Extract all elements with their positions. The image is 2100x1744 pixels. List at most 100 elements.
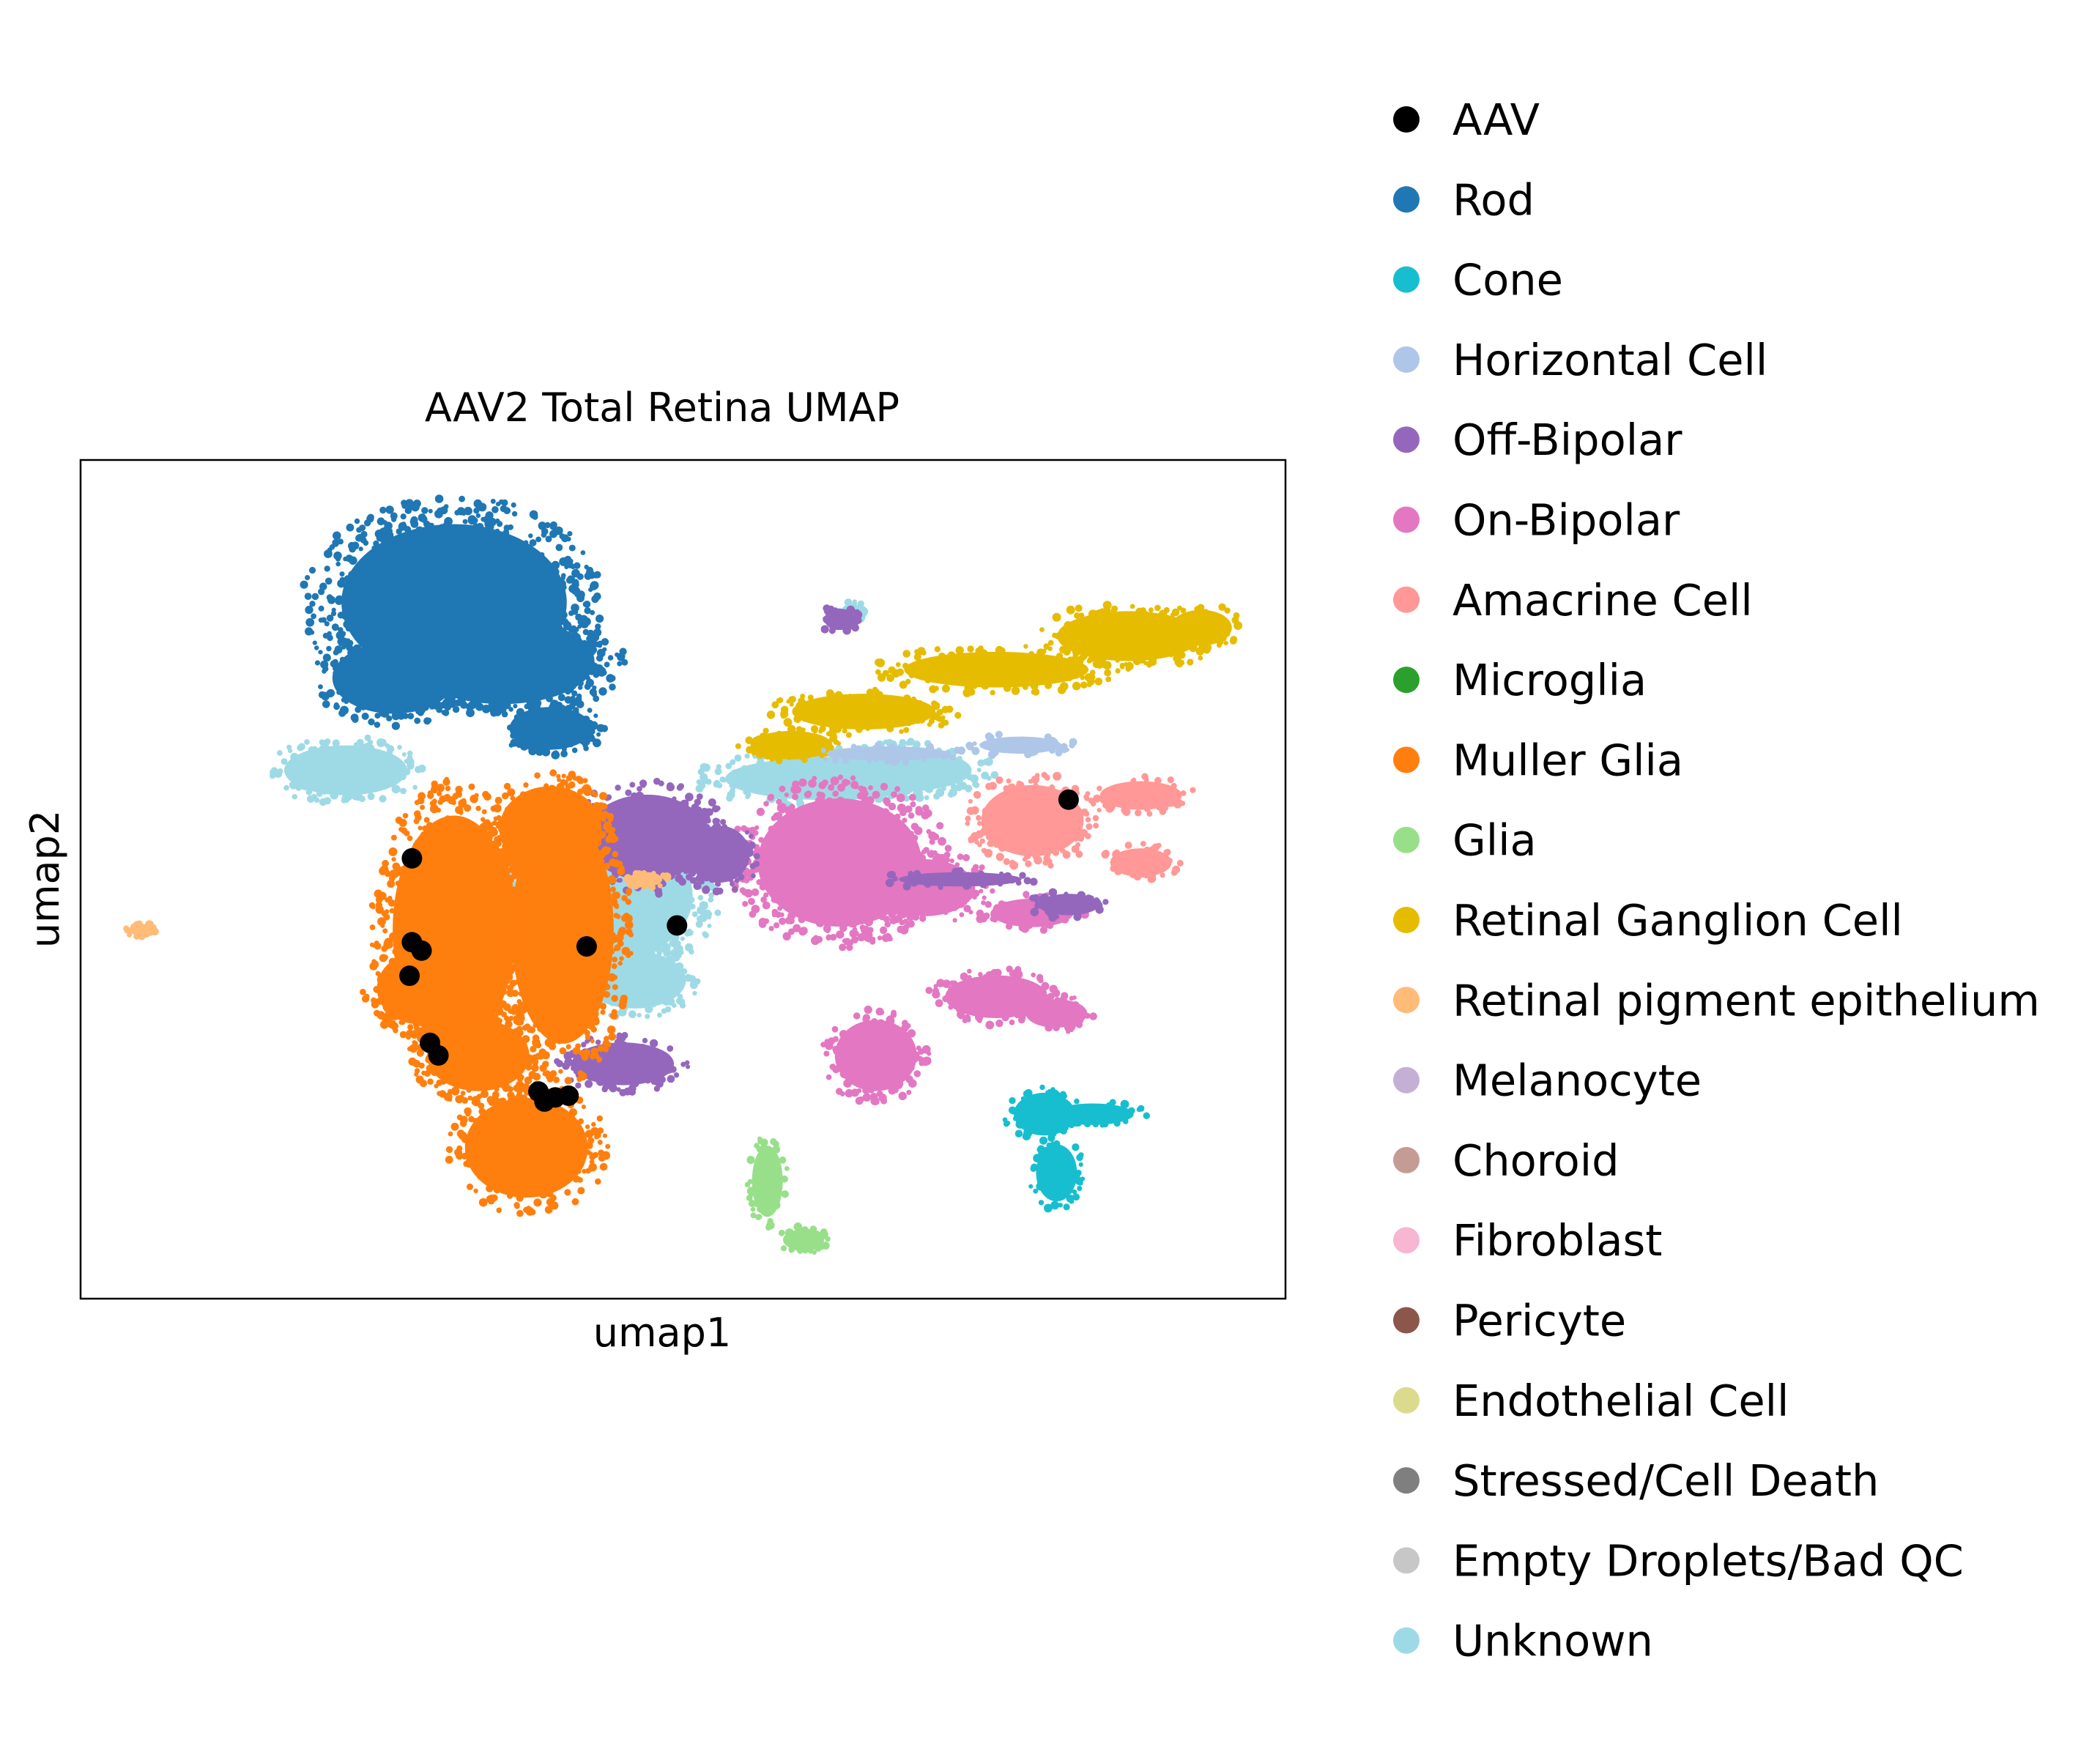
cell-point — [537, 869, 542, 875]
cell-point — [877, 935, 883, 940]
cell-point — [455, 533, 464, 541]
cell-point — [793, 715, 802, 723]
cell-point — [455, 623, 464, 632]
cell-point — [688, 897, 695, 903]
cell-point — [1129, 604, 1135, 609]
cell-point — [462, 519, 468, 524]
cell-point — [460, 1091, 466, 1096]
cell-point — [526, 742, 534, 750]
cluster-core — [585, 794, 709, 880]
cell-point — [775, 757, 783, 765]
cluster-core — [979, 736, 1062, 754]
cell-point — [620, 929, 626, 935]
cell-point — [888, 666, 896, 674]
cell-point — [1122, 807, 1131, 816]
cell-point — [592, 685, 597, 691]
cell-point — [582, 778, 588, 784]
cell-point — [552, 568, 560, 576]
cell-point — [543, 1026, 551, 1034]
cell-point — [979, 649, 988, 658]
cell-point — [398, 913, 403, 918]
cell-point — [570, 564, 576, 570]
cell-point — [818, 729, 823, 734]
cell-point — [558, 787, 565, 793]
cell-point — [379, 1020, 389, 1029]
cell-point — [985, 971, 994, 980]
cell-point — [852, 601, 858, 606]
cell-point — [502, 941, 511, 949]
cell-point — [1093, 823, 1099, 829]
cell-point — [539, 627, 548, 636]
cell-point — [502, 529, 510, 536]
cell-point — [309, 601, 316, 607]
cell-point — [657, 1012, 662, 1018]
cell-point — [1016, 781, 1025, 790]
cluster-horizontal-cell — [820, 730, 1077, 766]
cell-point — [457, 957, 466, 965]
cell-point — [1179, 659, 1185, 666]
cell-point — [571, 1159, 577, 1165]
cell-point — [758, 758, 764, 764]
cell-point — [558, 1069, 563, 1074]
cell-point — [1020, 1096, 1026, 1102]
cell-point — [601, 669, 607, 676]
cell-point — [1039, 1136, 1048, 1145]
cell-point — [845, 1088, 853, 1098]
cell-point — [1084, 673, 1093, 682]
cell-point — [564, 1189, 571, 1196]
cell-point — [381, 546, 388, 554]
cell-point — [823, 924, 831, 933]
cell-point — [675, 957, 680, 962]
cell-point — [1075, 1021, 1083, 1028]
cell-point — [1115, 658, 1120, 663]
cell-point — [402, 812, 409, 819]
cell-point — [1064, 621, 1072, 630]
cell-point — [680, 1061, 686, 1067]
cell-point — [1189, 643, 1198, 653]
cell-point — [568, 858, 574, 865]
cell-point — [679, 1002, 686, 1009]
cell-point — [456, 1152, 464, 1160]
cell-point — [465, 1159, 471, 1165]
cell-point — [848, 755, 854, 760]
cell-point — [666, 1061, 672, 1067]
cell-point — [560, 750, 568, 757]
cell-point — [423, 817, 430, 823]
cell-point — [599, 792, 607, 801]
cell-point — [468, 783, 475, 790]
cell-point — [423, 717, 431, 725]
cell-point — [503, 507, 511, 515]
cell-point — [609, 897, 618, 907]
cell-point — [828, 784, 835, 791]
cell-point — [1045, 846, 1052, 853]
cell-point — [1047, 922, 1054, 929]
cell-point — [779, 785, 786, 793]
cell-point — [758, 836, 765, 843]
cell-point — [1089, 1012, 1097, 1020]
cell-point — [933, 793, 940, 800]
cell-point — [539, 1190, 548, 1199]
cell-point — [337, 671, 344, 678]
cell-point — [1072, 836, 1079, 842]
cell-point — [518, 1074, 524, 1080]
cell-point — [1148, 607, 1154, 613]
cell-point — [890, 1012, 897, 1018]
cell-point — [491, 620, 498, 628]
cell-point — [1167, 776, 1174, 784]
cell-point — [998, 647, 1006, 654]
cell-point — [447, 1088, 453, 1095]
cell-point — [667, 957, 674, 963]
cell-point — [531, 1064, 539, 1072]
cell-point — [891, 791, 898, 798]
cell-point — [1075, 850, 1083, 858]
cell-point — [784, 806, 792, 815]
cell-point — [517, 1001, 526, 1009]
cell-point — [277, 768, 283, 775]
cell-point — [595, 1039, 601, 1045]
cell-point — [621, 1031, 628, 1039]
cell-point — [1052, 632, 1058, 639]
cell-point — [903, 694, 911, 702]
cell-point — [465, 976, 471, 982]
cell-point — [1092, 1121, 1099, 1128]
cell-point — [1073, 624, 1078, 629]
